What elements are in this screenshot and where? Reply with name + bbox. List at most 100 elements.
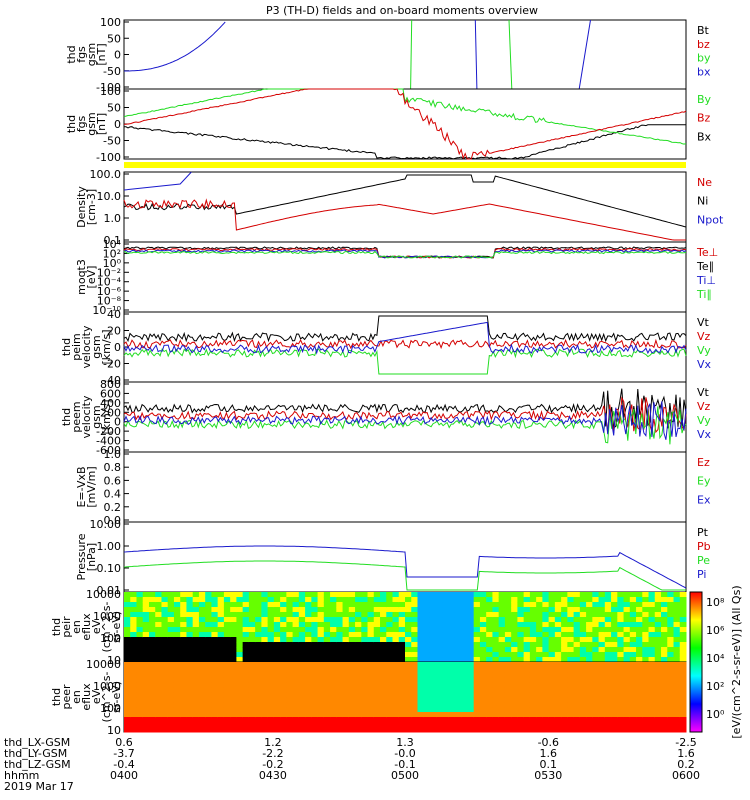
heat-cell	[598, 687, 606, 693]
heat-cell	[536, 692, 543, 698]
heat-cell	[298, 622, 306, 628]
heat-cell	[124, 597, 131, 603]
heat-cell	[273, 607, 281, 613]
heat-cell	[667, 627, 675, 633]
heat-cell	[167, 602, 175, 608]
heat-cell	[130, 727, 137, 733]
heat-cell	[280, 627, 287, 633]
heat-cell	[448, 682, 456, 688]
heat-cell	[429, 702, 437, 708]
heat-cell	[673, 692, 681, 698]
heat-cell	[273, 687, 281, 693]
heat-cell	[355, 707, 362, 713]
heat-cell	[367, 677, 375, 683]
heat-cell	[467, 707, 475, 713]
heat-cell	[242, 592, 250, 598]
heat-cell	[198, 597, 206, 603]
heat-cell	[392, 652, 400, 658]
heat-cell	[598, 597, 606, 603]
heat-cell	[230, 677, 237, 683]
heat-cell	[579, 652, 587, 658]
heat-cell	[623, 627, 631, 633]
heat-cell	[280, 602, 287, 608]
heat-cell	[523, 707, 531, 713]
heat-cell	[155, 687, 162, 693]
heat-cell	[579, 677, 587, 683]
heat-cell	[255, 662, 262, 668]
heat-cell	[217, 622, 225, 628]
heat-cell	[223, 652, 231, 658]
heat-cell	[586, 672, 593, 678]
heat-cell	[305, 702, 312, 708]
heat-cell	[536, 602, 543, 608]
heat-cell	[223, 697, 231, 703]
heat-cell	[573, 607, 581, 613]
heat-cell	[586, 652, 593, 658]
heat-cell	[492, 592, 500, 598]
heat-cell	[130, 702, 137, 708]
heat-cell	[348, 647, 356, 653]
heat-cell	[373, 692, 381, 698]
heat-cell	[386, 632, 394, 638]
heat-cell	[173, 652, 181, 658]
heat-cell	[292, 702, 300, 708]
heat-cell	[205, 667, 212, 673]
heat-cell	[511, 702, 518, 708]
heat-cell	[348, 722, 356, 728]
legend-Ez: Ez	[697, 456, 710, 469]
heat-cell	[230, 612, 237, 618]
heat-cell	[542, 642, 550, 648]
heat-cell	[629, 627, 637, 633]
heat-cell	[205, 722, 212, 728]
heat-cell	[180, 667, 187, 673]
legend-Ti∥: Ti∥	[696, 288, 712, 301]
heat-cell	[498, 712, 506, 718]
heat-cell	[323, 652, 331, 658]
heat-cell	[636, 687, 643, 693]
heat-cell	[598, 662, 606, 668]
heat-cell	[442, 662, 450, 668]
heat-cell	[429, 667, 437, 673]
heat-cell	[255, 627, 262, 633]
heat-cell	[173, 707, 181, 713]
heat-cell	[348, 597, 356, 603]
heat-cell	[330, 642, 337, 648]
heat-cell	[554, 617, 562, 623]
series-v-blue	[123, 401, 687, 440]
heat-cell	[423, 632, 431, 638]
heat-cell	[448, 722, 456, 728]
heat-cell	[342, 662, 350, 668]
heat-cell	[367, 647, 375, 653]
heat-cell	[392, 627, 400, 633]
heat-cell	[242, 677, 250, 683]
series-temp-blue	[123, 249, 687, 259]
heat-cell	[198, 687, 206, 693]
heat-cell	[473, 717, 481, 723]
heat-cell	[529, 722, 537, 728]
heat-cell	[548, 677, 556, 683]
heat-cell	[554, 672, 562, 678]
heat-cell	[511, 602, 518, 608]
heat-cell	[124, 712, 131, 718]
heat-cell	[348, 727, 356, 733]
heat-cell	[392, 632, 400, 638]
heat-cell	[223, 727, 231, 733]
heat-cell	[223, 672, 231, 678]
heat-cell	[373, 637, 381, 643]
heat-cell	[667, 662, 675, 668]
heat-cell	[454, 692, 462, 698]
heat-cell	[342, 622, 350, 628]
heat-cell	[398, 637, 406, 643]
heat-cell	[617, 687, 625, 693]
heat-cell	[280, 632, 287, 638]
heat-cell	[567, 667, 575, 673]
heat-cell	[405, 722, 412, 728]
heat-cell	[405, 682, 412, 688]
heat-cell	[248, 672, 256, 678]
heat-cell	[311, 667, 319, 673]
heat-cell	[648, 602, 656, 608]
heat-cell	[648, 727, 656, 733]
heat-cell	[611, 712, 618, 718]
heat-cell	[548, 647, 556, 653]
